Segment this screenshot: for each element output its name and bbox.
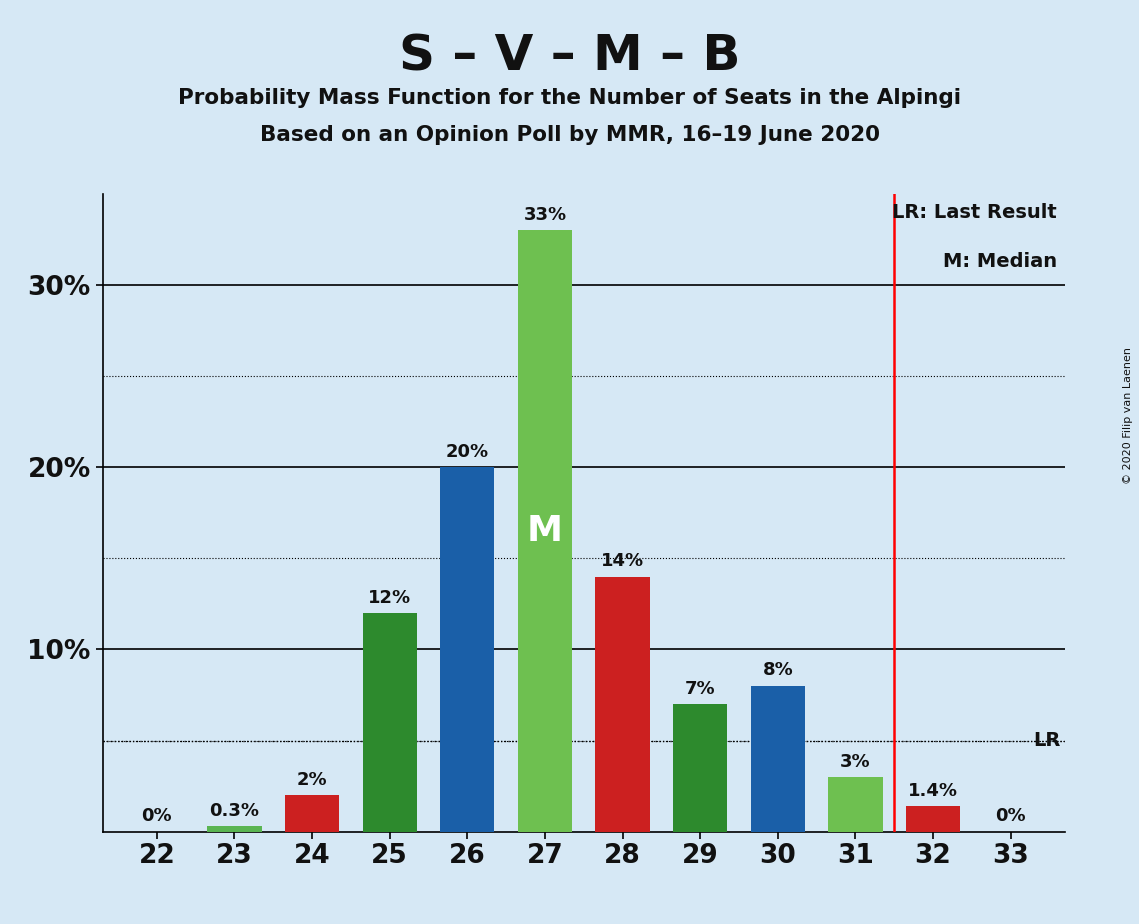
Text: 3%: 3% (841, 752, 870, 771)
Text: S – V – M – B: S – V – M – B (399, 32, 740, 80)
Text: 8%: 8% (762, 662, 793, 679)
Bar (751, 686, 805, 832)
Text: Based on an Opinion Poll by MMR, 16–19 June 2020: Based on an Opinion Poll by MMR, 16–19 J… (260, 125, 879, 145)
Bar (362, 613, 417, 832)
Text: Probability Mass Function for the Number of Seats in the Alpingi: Probability Mass Function for the Number… (178, 88, 961, 108)
Text: 1.4%: 1.4% (908, 782, 958, 800)
Bar (673, 704, 728, 832)
Bar (828, 777, 883, 832)
Text: © 2020 Filip van Laenen: © 2020 Filip van Laenen (1123, 347, 1133, 484)
Bar (596, 577, 649, 832)
Text: 0%: 0% (995, 808, 1026, 825)
Text: 33%: 33% (523, 206, 566, 225)
Text: LR: Last Result: LR: Last Result (893, 203, 1057, 222)
Text: M: Median: M: Median (943, 252, 1057, 272)
Text: 0.3%: 0.3% (210, 802, 260, 820)
Bar (518, 230, 572, 832)
Text: 0%: 0% (141, 808, 172, 825)
Bar (440, 468, 494, 832)
Bar (207, 826, 262, 832)
Text: 2%: 2% (297, 771, 327, 789)
Text: LR: LR (1034, 731, 1062, 750)
Text: M: M (527, 514, 563, 548)
Bar (285, 796, 339, 832)
Text: 7%: 7% (685, 680, 715, 698)
Text: 20%: 20% (445, 443, 489, 461)
Bar (906, 806, 960, 832)
Text: 12%: 12% (368, 589, 411, 607)
Text: 14%: 14% (601, 553, 645, 570)
